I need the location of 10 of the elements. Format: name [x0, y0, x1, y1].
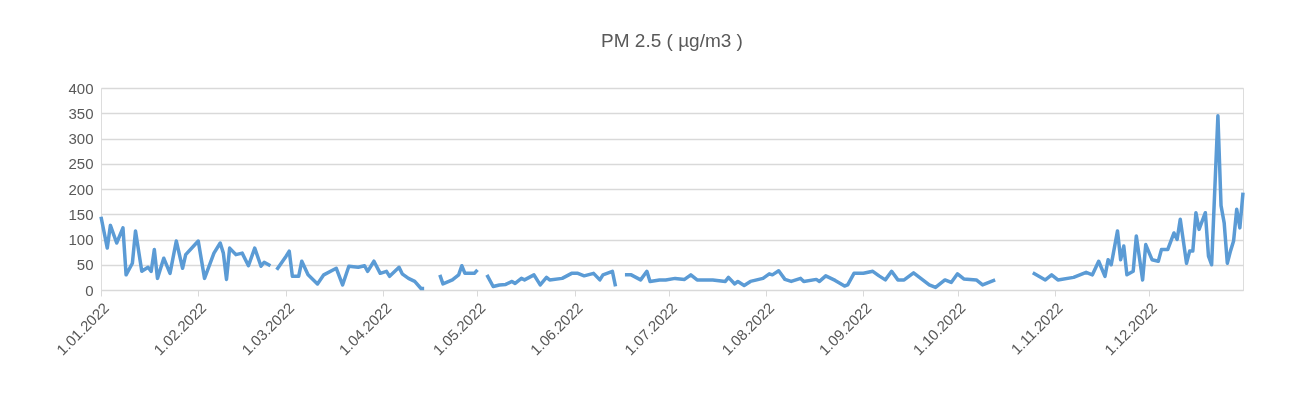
chart-title: PM 2.5 ( µg/m3 ) — [601, 30, 743, 51]
y-tick-label: 200 — [68, 180, 94, 198]
y-tick-label: 150 — [68, 205, 94, 223]
y-tick-label: 50 — [76, 256, 94, 274]
y-tick-label: 0 — [85, 281, 94, 299]
y-tick-label: 400 — [68, 79, 94, 97]
y-tick-label: 250 — [68, 155, 94, 173]
y-tick-label: 300 — [68, 130, 94, 147]
y-tick-label: 100 — [68, 231, 94, 248]
y-tick-label: 350 — [68, 104, 94, 122]
